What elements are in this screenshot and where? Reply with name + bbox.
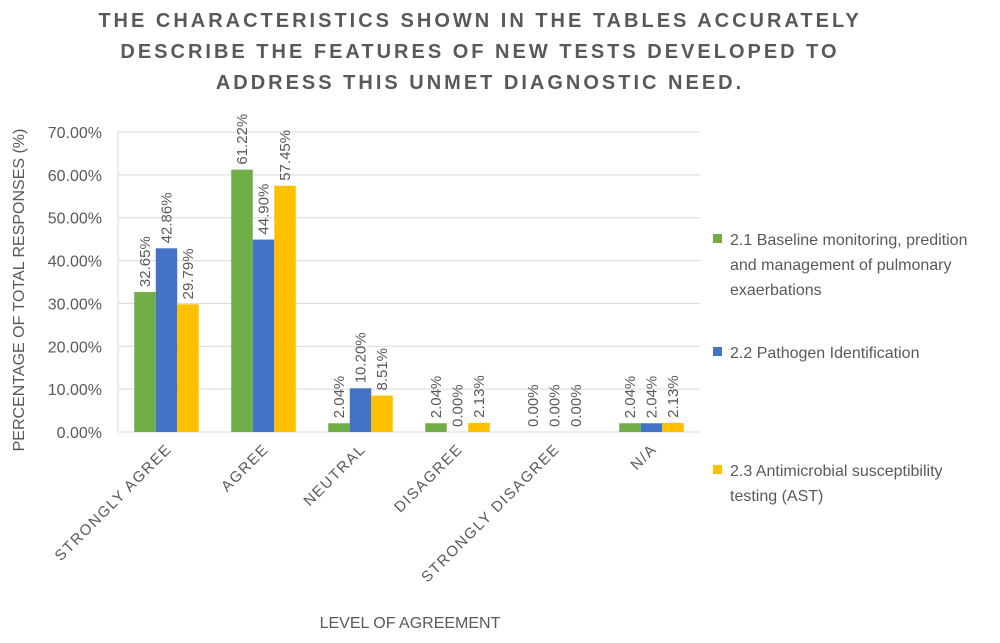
- bar: [177, 304, 199, 432]
- data-label: 29.79%: [180, 248, 197, 299]
- bar: [640, 423, 663, 432]
- bar: [274, 185, 296, 432]
- legend-item-pathogen[interactable]: 2.2 Pathogen Identification: [713, 341, 990, 366]
- data-label: 2.13%: [665, 375, 682, 418]
- data-label: 10.20%: [353, 332, 370, 383]
- x-tick-label: DISAGREE: [391, 441, 466, 516]
- data-label: 2.04%: [622, 376, 639, 419]
- data-label: 42.86%: [159, 192, 176, 243]
- legend-label: 2.3 Antimicrobial susceptibility testing…: [730, 463, 943, 505]
- y-tick-label: 10.00%: [48, 382, 102, 399]
- bar: [252, 239, 275, 432]
- y-tick-label: 0.00%: [57, 425, 102, 442]
- legend-item-baseline[interactable]: 2.1 Baseline monitoring, predition and m…: [713, 228, 980, 303]
- bar: [371, 395, 393, 432]
- data-label: 2.04%: [331, 376, 348, 419]
- bar: [231, 169, 253, 432]
- legend-item-ast[interactable]: 2.3 Antimicrobial susceptibility testing…: [713, 459, 992, 509]
- y-tick-label: 70.00%: [48, 125, 102, 142]
- x-axis-title: LEVEL OF AGREEMENT: [320, 615, 501, 632]
- y-tick-label: 50.00%: [48, 211, 102, 228]
- data-label: 0.00%: [450, 384, 467, 427]
- bar: [662, 422, 684, 432]
- legend-label: 2.1 Baseline monitoring, predition and m…: [730, 232, 968, 299]
- x-tick-label: NEUTRAL: [300, 441, 369, 510]
- y-tick-label: 60.00%: [48, 168, 102, 185]
- data-label: 2.13%: [471, 375, 488, 418]
- data-label: 32.65%: [137, 236, 154, 287]
- y-tick-label: 20.00%: [48, 339, 102, 356]
- legend-swatch-yellow: [713, 465, 722, 474]
- bar: [619, 423, 641, 432]
- data-label: 61.22%: [234, 114, 251, 165]
- data-label: 44.90%: [256, 184, 273, 235]
- data-label: 57.45%: [277, 130, 294, 181]
- legend-label: 2.2 Pathogen Identification: [730, 345, 920, 362]
- data-label: 2.04%: [644, 376, 661, 419]
- data-label: 0.00%: [568, 384, 585, 427]
- y-axis-title: PERCENTAGE OF TOTAL RESPONSES (%): [11, 129, 28, 452]
- x-tick-label: N/A: [627, 441, 660, 474]
- y-tick-label: 40.00%: [48, 254, 102, 271]
- bar: [468, 422, 490, 432]
- data-label: 2.04%: [428, 376, 445, 419]
- data-label: 8.51%: [374, 348, 391, 391]
- data-label: 0.00%: [525, 384, 542, 427]
- bar: [349, 388, 372, 432]
- data-label: 0.00%: [547, 384, 564, 427]
- bar: [155, 248, 178, 432]
- legend-swatch-green: [713, 234, 722, 243]
- x-tick-label: AGREE: [218, 441, 272, 495]
- bar: [425, 423, 447, 432]
- chart-title: THE CHARACTERISTICS SHOWN IN THE TABLES …: [98, 10, 862, 94]
- bar: [134, 292, 156, 432]
- bar: [328, 423, 350, 432]
- x-tick-label: STRONGLY AGREE: [52, 441, 176, 565]
- legend-swatch-blue: [713, 347, 722, 356]
- y-tick-label: 30.00%: [48, 296, 102, 313]
